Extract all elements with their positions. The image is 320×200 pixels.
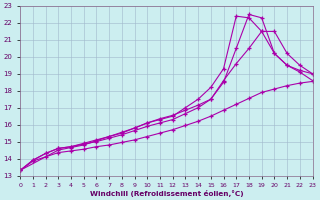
X-axis label: Windchill (Refroidissement éolien,°C): Windchill (Refroidissement éolien,°C) — [90, 190, 243, 197]
